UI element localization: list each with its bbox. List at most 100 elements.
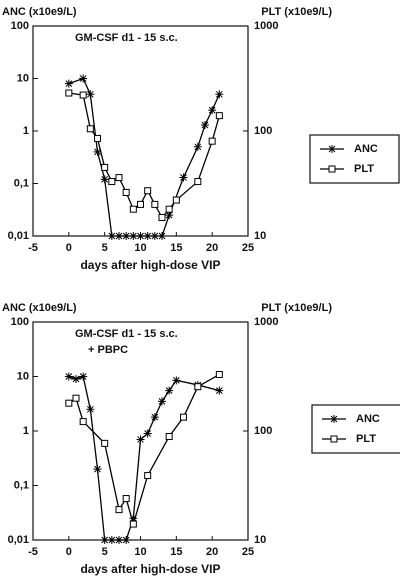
- marker-star: [122, 536, 131, 544]
- marker-star: [64, 372, 73, 381]
- y-tick-label: 100: [11, 20, 29, 32]
- marker-square: [158, 214, 166, 222]
- x-tick-label: 20: [206, 242, 218, 254]
- y2-tick-label: 1000: [254, 316, 278, 328]
- x-tick-label: 10: [134, 242, 146, 254]
- x-tick-label: 15: [170, 546, 182, 558]
- legend-label: ANC: [356, 413, 380, 425]
- marker-star: [208, 106, 217, 115]
- marker-star: [165, 211, 174, 220]
- plot-frame: [32, 321, 249, 541]
- y-tick-label: 0,01: [8, 534, 29, 546]
- marker-square: [151, 200, 159, 208]
- marker-square: [165, 205, 173, 213]
- y-tick-label: 100: [11, 316, 29, 328]
- x-tick-label: 0: [66, 242, 72, 254]
- marker-square: [79, 418, 87, 426]
- x-tick-label: 10: [134, 546, 146, 558]
- marker-square: [72, 394, 80, 402]
- series-line: [68, 375, 220, 541]
- marker-square: [137, 200, 144, 208]
- x-tick-label: 0: [66, 546, 72, 558]
- marker-square: [122, 495, 130, 503]
- y2-tick-label: 10: [254, 534, 266, 546]
- marker-star: [158, 232, 166, 240]
- y2-tick-label: 10: [254, 230, 266, 242]
- legend-label: PLT: [354, 163, 374, 175]
- y2-axis-label: PLT (x10e9/L): [261, 6, 332, 18]
- legend-label: ANC: [354, 143, 378, 155]
- marker-square: [65, 399, 73, 407]
- series-line: [68, 77, 220, 237]
- marker-square: [194, 178, 202, 186]
- marker-square: [115, 174, 123, 182]
- marker-star: [107, 536, 116, 544]
- y-tick-label: 1: [23, 425, 29, 437]
- marker-star: [193, 142, 202, 151]
- marker-star: [72, 374, 80, 383]
- marker-square: [65, 89, 73, 97]
- marker-star: [100, 175, 109, 184]
- marker-square: [208, 137, 216, 145]
- marker-star: [100, 536, 109, 544]
- marker-square: [328, 165, 336, 173]
- y-tick-label: 0,1: [14, 177, 29, 189]
- marker-star: [215, 90, 224, 99]
- y2-axis-label: PLT (x10e9/L): [261, 302, 332, 314]
- marker-star: [129, 232, 138, 240]
- y-axis-label: ANC (x10e9/L): [2, 302, 77, 314]
- annotation: GM-CSF d1 - 15 s.c.: [75, 328, 178, 340]
- annotation: + PBPC: [88, 344, 128, 356]
- marker-square: [215, 112, 223, 120]
- marker-square: [129, 520, 137, 528]
- marker-star: [115, 232, 123, 240]
- marker-star: [93, 147, 102, 156]
- y-axis-label: ANC (x10e9/L): [2, 6, 77, 18]
- marker-star: [136, 232, 145, 240]
- marker-star: [122, 232, 131, 240]
- marker-square: [330, 435, 338, 443]
- marker-star: [172, 376, 181, 385]
- x-tick-label: 5: [102, 546, 108, 558]
- y2-tick-label: 100: [254, 125, 272, 137]
- marker-star: [115, 536, 123, 544]
- marker-square: [101, 439, 109, 447]
- marker-square: [194, 383, 202, 391]
- y-tick-label: 0,01: [8, 230, 29, 242]
- legend-box: [309, 134, 400, 184]
- y-tick-label: 1: [23, 125, 29, 137]
- x-tick-label: 20: [206, 546, 218, 558]
- y-tick-label: 10: [17, 370, 29, 382]
- x-tick-label: 5: [102, 242, 108, 254]
- legend-box: [311, 404, 400, 454]
- x-tick-label: -5: [28, 242, 38, 254]
- marker-star: [129, 514, 138, 523]
- marker-star: [64, 79, 73, 88]
- marker-star: [86, 90, 95, 99]
- marker-square: [79, 91, 87, 99]
- marker-star: [79, 372, 88, 381]
- marker-star: [328, 145, 336, 153]
- marker-square: [144, 472, 152, 480]
- marker-square: [86, 125, 94, 133]
- annotation: GM-CSF d1 - 15 s.c.: [75, 32, 178, 44]
- marker-square: [101, 163, 109, 171]
- marker-star: [330, 415, 338, 423]
- x-tick-label: 15: [170, 242, 182, 254]
- marker-square: [108, 178, 116, 186]
- marker-star: [215, 386, 224, 395]
- legend-label: PLT: [356, 433, 376, 445]
- y-tick-label: 0,1: [14, 479, 29, 491]
- marker-star: [86, 405, 95, 414]
- y-tick-label: 10: [17, 72, 29, 84]
- marker-star: [179, 173, 188, 182]
- marker-square: [215, 370, 223, 378]
- series-line: [68, 92, 220, 219]
- marker-star: [165, 386, 174, 395]
- marker-square: [129, 205, 137, 213]
- marker-star: [150, 232, 159, 240]
- marker-square: [115, 506, 123, 514]
- marker-star: [79, 74, 88, 83]
- x-axis-label: days after high-dose VIP: [80, 258, 220, 272]
- x-tick-label: 25: [242, 546, 254, 558]
